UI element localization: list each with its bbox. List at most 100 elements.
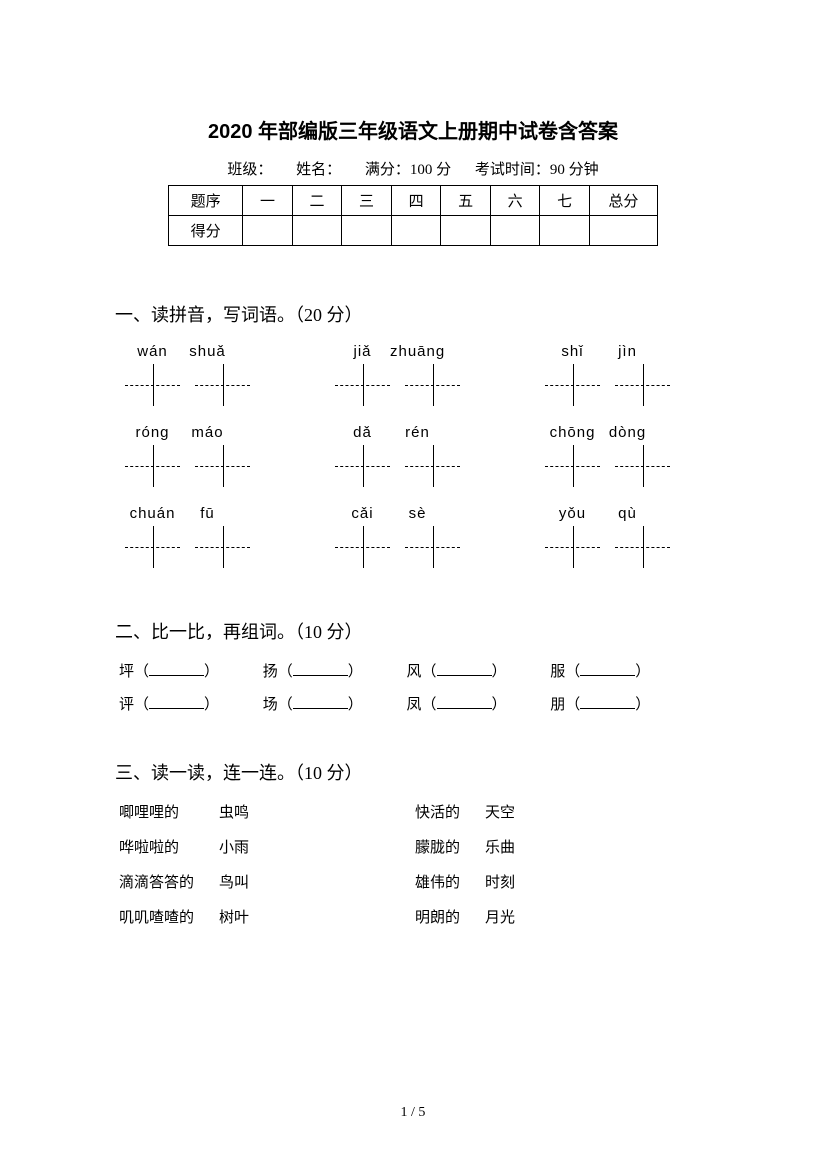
match-item: 唧哩哩的 <box>119 801 194 822</box>
cell: 四 <box>391 186 441 216</box>
char: 凤 <box>407 697 422 713</box>
blank[interactable] <box>293 695 348 709</box>
cell: 得分 <box>169 216 243 246</box>
char-box[interactable] <box>405 364 460 406</box>
char-box[interactable] <box>615 364 670 406</box>
char-box[interactable] <box>195 445 250 487</box>
exam-title: 2020 年部编版三年级语文上册期中试卷含答案 <box>115 115 711 144</box>
cell <box>441 216 491 246</box>
cell: 六 <box>490 186 540 216</box>
pinyin: wán <box>125 343 180 360</box>
char-box[interactable] <box>545 526 600 568</box>
pinyin-item: dǎrén <box>335 424 475 487</box>
cell: 总分 <box>589 186 657 216</box>
match-area: 唧哩哩的 哗啦啦的 滴滴答答的 叽叽喳喳的 虫鸣 小雨 鸟叫 树叶 快活的 朦胧… <box>115 801 711 927</box>
cell: 一 <box>243 186 293 216</box>
cell <box>342 216 392 246</box>
match-item: 乐曲 <box>485 836 515 857</box>
blank[interactable] <box>580 695 635 709</box>
pinyin: chōng <box>545 424 600 441</box>
blank[interactable] <box>149 695 204 709</box>
pinyin: chuán <box>125 505 180 522</box>
pinyin-item: yǒuqù <box>545 505 685 568</box>
match-item: 叽叽喳喳的 <box>119 906 194 927</box>
char-box[interactable] <box>405 526 460 568</box>
char: 坪 <box>119 664 134 680</box>
pinyin: dǎ <box>335 424 390 441</box>
char-box[interactable] <box>615 445 670 487</box>
pinyin-item: chōngdòng <box>545 424 685 487</box>
pinyin: shuǎ <box>180 343 235 360</box>
char: 风 <box>407 664 422 680</box>
info-line: 班级： 姓名： 满分：100 分 考试时间：90 分钟 <box>115 158 711 179</box>
pinyin: jìn <box>600 343 655 360</box>
blank[interactable] <box>580 662 635 676</box>
match-item: 树叶 <box>219 906 249 927</box>
blank[interactable] <box>293 662 348 676</box>
cell <box>589 216 657 246</box>
name-label: 姓名： <box>296 162 341 178</box>
pinyin: jiǎ <box>335 343 390 360</box>
char-box[interactable] <box>195 526 250 568</box>
char-box[interactable] <box>405 445 460 487</box>
pinyin-item: cǎisè <box>335 505 475 568</box>
cell <box>292 216 342 246</box>
match-right: 快活的 朦胧的 雄伟的 明朗的 天空 乐曲 时刻 月光 <box>415 801 711 927</box>
pinyin: fū <box>180 505 235 522</box>
blank[interactable] <box>149 662 204 676</box>
match-item: 小雨 <box>219 836 249 857</box>
blank[interactable] <box>437 695 492 709</box>
pinyin: yǒu <box>545 505 600 522</box>
cell <box>391 216 441 246</box>
match-left: 唧哩哩的 哗啦啦的 滴滴答答的 叽叽喳喳的 虫鸣 小雨 鸟叫 树叶 <box>119 801 415 927</box>
pinyin-grid: wánshuǎ jiǎzhuāng shǐjìn róngmáo dǎrén c… <box>115 343 711 568</box>
match-item: 朦胧的 <box>415 836 460 857</box>
char-box[interactable] <box>545 445 600 487</box>
match-item: 鸟叫 <box>219 871 249 892</box>
char-box[interactable] <box>195 364 250 406</box>
pinyin: róng <box>125 424 180 441</box>
pinyin: shǐ <box>545 343 600 360</box>
pinyin: qù <box>600 505 655 522</box>
char: 评 <box>119 697 134 713</box>
cell <box>243 216 293 246</box>
char-box[interactable] <box>545 364 600 406</box>
section3-title: 三、读一读，连一连。（10 分） <box>115 759 711 785</box>
class-label: 班级： <box>227 162 272 178</box>
char: 扬 <box>263 664 278 680</box>
section2-title: 二、比一比，再组词。（10 分） <box>115 618 711 644</box>
char-box[interactable] <box>125 364 180 406</box>
char-box[interactable] <box>335 364 390 406</box>
compare-row: 坪（） 扬（） 风（） 服（） <box>115 660 711 681</box>
char-box[interactable] <box>335 445 390 487</box>
blank[interactable] <box>437 662 492 676</box>
score-table: 题序 一 二 三 四 五 六 七 总分 得分 <box>168 185 658 246</box>
char-box[interactable] <box>335 526 390 568</box>
match-item: 天空 <box>485 801 515 822</box>
match-item: 快活的 <box>415 801 460 822</box>
table-row: 得分 <box>169 216 658 246</box>
cell: 五 <box>441 186 491 216</box>
pinyin: sè <box>390 505 445 522</box>
char: 服 <box>550 664 565 680</box>
pinyin-item: shǐjìn <box>545 343 685 406</box>
full-score-label: 满分：100 分 <box>365 162 451 178</box>
match-item: 月光 <box>485 906 515 927</box>
match-item: 哗啦啦的 <box>119 836 194 857</box>
pinyin: dòng <box>600 424 655 441</box>
time-label: 考试时间：90 分钟 <box>475 162 599 178</box>
match-item: 虫鸣 <box>219 801 249 822</box>
cell <box>540 216 590 246</box>
pinyin-item: róngmáo <box>125 424 265 487</box>
pinyin-item: chuánfū <box>125 505 265 568</box>
char-box[interactable] <box>615 526 670 568</box>
compare-row: 评（） 场（） 凤（） 朋（） <box>115 693 711 714</box>
char: 场 <box>263 697 278 713</box>
section1-title: 一、读拼音，写词语。（20 分） <box>115 301 711 327</box>
char-box[interactable] <box>125 445 180 487</box>
match-item: 时刻 <box>485 871 515 892</box>
pinyin: máo <box>180 424 235 441</box>
cell: 七 <box>540 186 590 216</box>
char-box[interactable] <box>125 526 180 568</box>
cell: 题序 <box>169 186 243 216</box>
